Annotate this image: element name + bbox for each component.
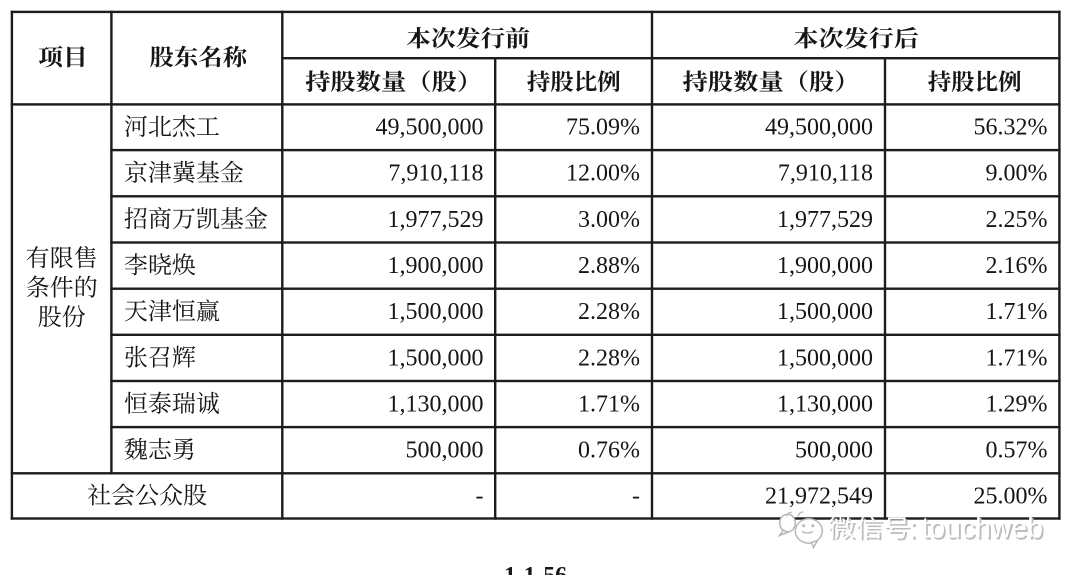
- svg-text:12.00%: 12.00%: [566, 161, 640, 187]
- svg-text:1,500,000: 1,500,000: [388, 299, 484, 325]
- svg-text:touchweb: touchweb: [923, 513, 1045, 546]
- svg-text:1.29%: 1.29%: [986, 391, 1048, 417]
- svg-text:2.28%: 2.28%: [578, 299, 640, 325]
- svg-text:1-1-56: 1-1-56: [504, 563, 567, 575]
- svg-text:2.16%: 2.16%: [986, 253, 1048, 279]
- svg-text:7,910,118: 7,910,118: [388, 161, 483, 187]
- svg-text:49,500,000: 49,500,000: [765, 115, 873, 141]
- svg-text:1,130,000: 1,130,000: [777, 391, 873, 417]
- svg-text:3.00%: 3.00%: [578, 207, 640, 233]
- svg-text:56.32%: 56.32%: [974, 115, 1048, 141]
- svg-text:7,910,118: 7,910,118: [778, 161, 873, 187]
- svg-text:49,500,000: 49,500,000: [376, 115, 484, 141]
- svg-text:500,000: 500,000: [795, 438, 873, 464]
- svg-text:1,900,000: 1,900,000: [388, 253, 484, 279]
- svg-text:touchweb: touchweb: [922, 512, 1044, 545]
- svg-text:-: -: [632, 483, 640, 509]
- svg-text:21,972,549: 21,972,549: [765, 483, 873, 509]
- svg-text:2.88%: 2.88%: [578, 253, 640, 279]
- svg-text:1,500,000: 1,500,000: [777, 345, 873, 371]
- svg-text:1,977,529: 1,977,529: [388, 207, 484, 233]
- svg-text::: :: [910, 513, 918, 546]
- svg-text:2.25%: 2.25%: [986, 207, 1048, 233]
- svg-text:-: -: [476, 483, 484, 509]
- svg-text:1,500,000: 1,500,000: [777, 299, 873, 325]
- svg-text:1.71%: 1.71%: [986, 299, 1048, 325]
- svg-text:1,900,000: 1,900,000: [777, 253, 873, 279]
- svg-text:9.00%: 9.00%: [986, 161, 1048, 187]
- svg-text:1.71%: 1.71%: [578, 391, 640, 417]
- svg-text:0.76%: 0.76%: [578, 438, 640, 464]
- svg-text:25.00%: 25.00%: [974, 483, 1048, 509]
- svg-text:1,130,000: 1,130,000: [388, 391, 484, 417]
- svg-text::: :: [909, 512, 917, 545]
- svg-text:1.71%: 1.71%: [986, 345, 1048, 371]
- svg-text:1,500,000: 1,500,000: [388, 345, 484, 371]
- svg-text:75.09%: 75.09%: [566, 115, 640, 141]
- svg-text:1,977,529: 1,977,529: [777, 207, 873, 233]
- svg-text:0.57%: 0.57%: [986, 438, 1048, 464]
- svg-text:2.28%: 2.28%: [578, 345, 640, 371]
- svg-text:500,000: 500,000: [406, 438, 484, 464]
